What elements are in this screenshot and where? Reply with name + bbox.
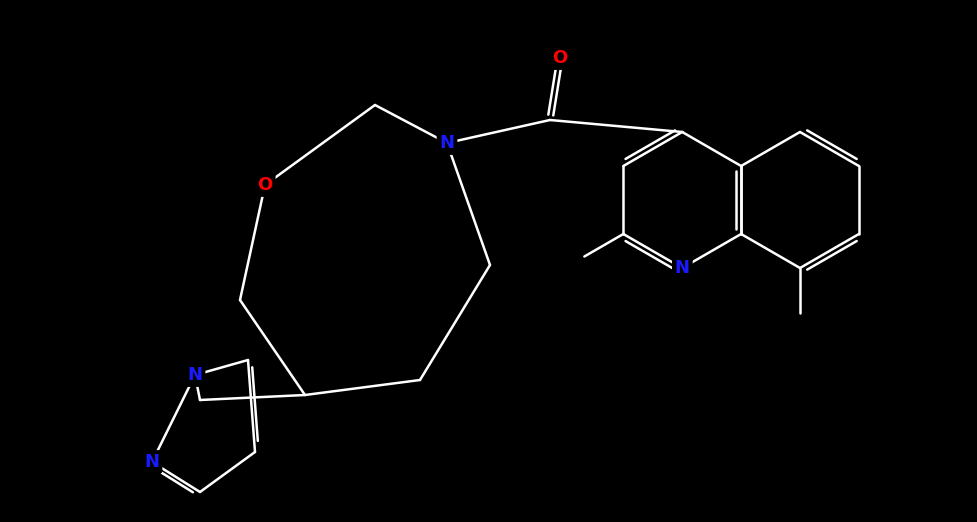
Text: O: O [552, 49, 567, 67]
Text: N: N [145, 453, 159, 471]
Text: O: O [552, 49, 567, 67]
Text: N: N [674, 259, 689, 277]
Text: N: N [439, 134, 454, 152]
Text: N: N [439, 134, 454, 152]
Text: O: O [257, 176, 273, 194]
Text: N: N [188, 366, 202, 384]
Text: N: N [145, 453, 159, 471]
Text: N: N [188, 366, 202, 384]
Text: O: O [257, 176, 273, 194]
Text: N: N [674, 259, 689, 277]
